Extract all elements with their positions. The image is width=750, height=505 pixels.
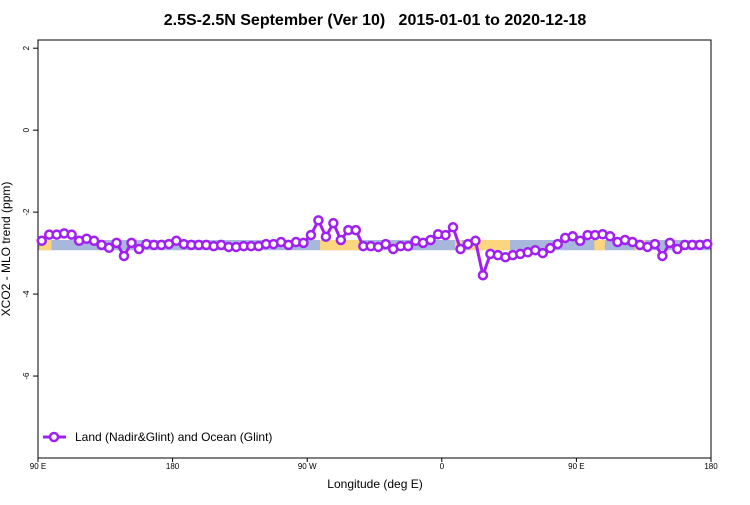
x-tick-label: 0 [440, 462, 445, 471]
data-point [335, 234, 347, 246]
data-point [328, 217, 339, 229]
data-point [320, 231, 332, 242]
data-point [133, 243, 145, 255]
data-point [88, 235, 100, 247]
legend-label: Land (Nadir&Glint) and Ocean (Glint) [75, 430, 272, 444]
y-tick-label: -6 [22, 372, 31, 380]
data-point [305, 229, 317, 241]
data-point [544, 242, 556, 254]
y-tick-label: -2 [22, 208, 31, 216]
data-point [702, 238, 713, 250]
x-axis-label: Longitude (deg E) [327, 477, 422, 491]
data-point [664, 237, 676, 249]
data-point [425, 234, 436, 246]
data-point [298, 237, 309, 249]
x-tick-label: 90 W [298, 462, 317, 471]
data-point [111, 237, 122, 249]
data-point [126, 237, 137, 249]
legend-marker [48, 431, 60, 443]
x-tick-label: 180 [704, 462, 718, 471]
plot-frame [37, 39, 712, 459]
data-point [672, 243, 683, 255]
data-point [477, 269, 489, 281]
data-point [103, 242, 115, 254]
data-point [455, 243, 466, 255]
data-point [36, 235, 47, 247]
chart-title: 2.5S-2.5N September (Ver 10) 2015-01-01 … [164, 12, 587, 29]
data-point [574, 235, 586, 247]
x-tick-label: 90 E [568, 462, 584, 471]
data-point [380, 238, 391, 250]
data-point [66, 229, 77, 240]
y-axis-label: XCO2 - MLO trend (ppm) [0, 182, 13, 317]
data-point [402, 240, 414, 252]
data-point [350, 224, 362, 236]
data-point [567, 231, 578, 242]
y-tick-label: 0 [22, 127, 31, 132]
x-tick-label: 90 E [30, 462, 46, 471]
data-point [447, 222, 459, 233]
data-point [118, 250, 130, 262]
land-segment [469, 239, 510, 251]
data-point [604, 231, 616, 242]
data-point [552, 238, 563, 250]
x-tick-label: 180 [166, 462, 180, 471]
data-point [537, 247, 548, 259]
y-tick-label: 2 [22, 45, 31, 50]
data-point [649, 238, 661, 250]
land-segment [594, 239, 605, 251]
y-tick-label: -4 [22, 290, 31, 298]
data-point [313, 215, 324, 226]
data-point [470, 235, 481, 247]
data-point [657, 250, 668, 262]
land-segment [39, 239, 52, 251]
data-point [440, 229, 451, 241]
